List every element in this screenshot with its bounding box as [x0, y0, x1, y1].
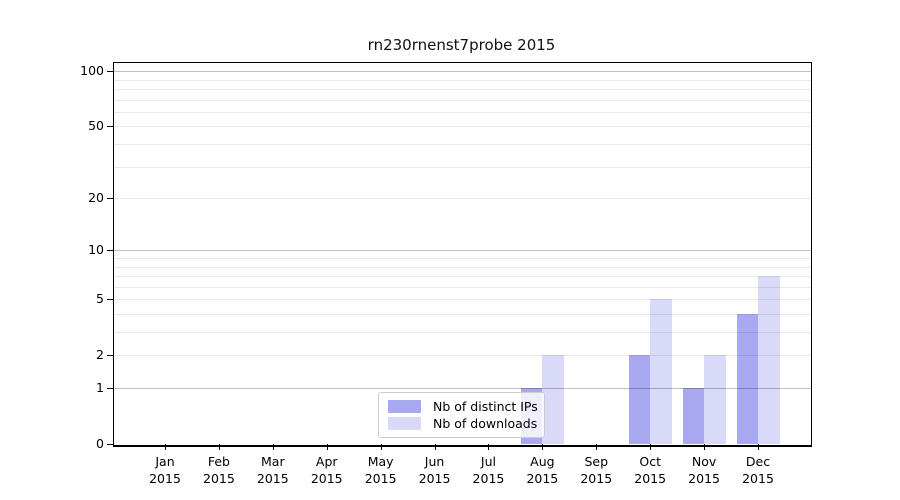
x-tick-label-apr: Apr 2015 [295, 453, 359, 487]
x-tick-dec [758, 444, 759, 450]
y-tick-label-20: 20 [88, 190, 104, 206]
year-label: 2015 [256, 471, 289, 486]
y-tick-label-10: 10 [88, 242, 104, 258]
x-tick-may [380, 444, 382, 450]
month-label: Nov [691, 454, 717, 469]
year-label: 2015 [688, 471, 720, 486]
x-tick-label-jan: Jan 2015 [133, 453, 197, 487]
month-label: Feb [207, 454, 230, 469]
x-tick-nov [704, 444, 706, 450]
minor-gridline-9 [114, 258, 811, 259]
bar-downloads-oct [650, 299, 672, 444]
year-label: 2015 [203, 471, 235, 486]
x-tick-sep [596, 444, 598, 450]
year-label: 2015 [634, 471, 667, 486]
y-tick-label-5: 5 [96, 291, 104, 307]
bar-ips-nov [682, 388, 705, 444]
month-label: Jan [155, 454, 175, 469]
y-tick-100 [107, 71, 113, 73]
minor-gridline-7 [114, 276, 811, 278]
month-label: May [367, 454, 394, 469]
year-label: 2015 [418, 471, 451, 486]
y-tick-label-50: 50 [88, 118, 104, 134]
minor-gridline-30 [114, 166, 811, 168]
x-tick-jul [488, 444, 490, 450]
x-tick-label-dec: Dec 2015 [726, 453, 790, 487]
legend-entry-downloads: Nb of downloads [388, 416, 538, 431]
legend-swatch-distinct-ips [388, 400, 421, 413]
legend: Nb of distinct IPs Nb of downloads [378, 392, 545, 438]
minor-gridline-4 [114, 313, 811, 315]
major-gridline-100 [114, 71, 811, 73]
y-tick-label-0: 0 [96, 436, 104, 451]
x-tick-jun [434, 444, 436, 450]
y-tick-20 [107, 198, 113, 200]
x-tick-label-aug: Aug 2015 [510, 453, 574, 487]
month-label: Oct [639, 454, 661, 469]
year-label: 2015 [149, 471, 181, 486]
x-tick-jan [165, 444, 166, 450]
x-tick-label-oct: Oct 2015 [618, 453, 682, 487]
minor-gridline-20 [114, 198, 811, 200]
minor-gridline-90 [114, 79, 811, 81]
x-tick-mar [272, 444, 274, 450]
bar-ips-dec [736, 313, 758, 444]
x-tick-apr [326, 444, 328, 450]
legend-entry-distinct-ips: Nb of distinct IPs [388, 399, 538, 414]
minor-gridline-8 [114, 266, 811, 268]
x-tick-feb [218, 444, 220, 450]
x-tick-label-may: May 2015 [349, 453, 413, 487]
year-label: 2015 [580, 471, 613, 486]
year-label: 2015 [364, 471, 397, 486]
x-tick-label-nov: Nov 2015 [672, 453, 736, 487]
x-tick-aug [542, 444, 544, 450]
minor-gridline-3 [114, 332, 811, 334]
minor-gridline-5 [114, 299, 811, 301]
x-tick-label-feb: Feb 2015 [187, 453, 251, 487]
minor-gridline-50 [114, 126, 811, 128]
bar-ips-oct [628, 355, 651, 444]
month-label: Dec [745, 454, 771, 469]
y-tick-label-100: 100 [80, 63, 104, 79]
y-tick-50 [107, 126, 113, 128]
year-label: 2015 [526, 471, 559, 486]
legend-label-downloads: Nb of downloads [433, 416, 538, 431]
month-label: Jul [480, 454, 496, 469]
y-tick-1 [107, 388, 113, 389]
legend-label-distinct-ips: Nb of distinct IPs [433, 399, 538, 414]
chart-title: rn230rnenst7probe 2015 [367, 36, 556, 54]
year-label: 2015 [472, 471, 505, 486]
month-label: Jun [424, 454, 445, 469]
y-tick-label-1: 1 [96, 380, 104, 395]
x-tick-oct [650, 444, 652, 450]
month-label: Apr [315, 454, 338, 469]
x-tick-label-jul: Jul 2015 [456, 453, 520, 487]
y-tick-0 [107, 444, 113, 445]
month-label: Mar [261, 454, 285, 469]
bar-downloads-aug [542, 355, 564, 444]
month-label: Sep [584, 454, 609, 469]
month-label: Aug [530, 454, 555, 469]
x-tick-label-sep: Sep 2015 [564, 453, 628, 487]
bar-downloads-dec [758, 276, 780, 444]
minor-gridline-40 [114, 144, 811, 146]
minor-gridline-80 [114, 89, 811, 91]
year-label: 2015 [310, 471, 343, 486]
year-label: 2015 [742, 471, 774, 486]
legend-swatch-downloads [388, 417, 421, 430]
major-gridline-10 [114, 250, 811, 252]
bar-downloads-nov [704, 355, 726, 444]
y-tick-2 [107, 355, 113, 357]
minor-gridline-60 [114, 111, 811, 113]
minor-gridline-6 [114, 286, 811, 288]
y-tick-5 [107, 299, 113, 301]
y-tick-10 [107, 250, 113, 252]
y-tick-label-2: 2 [96, 347, 104, 363]
plot-area [113, 62, 812, 447]
minor-gridline-70 [114, 99, 811, 101]
x-tick-label-mar: Mar 2015 [241, 453, 305, 487]
x-tick-label-jun: Jun 2015 [403, 453, 467, 487]
